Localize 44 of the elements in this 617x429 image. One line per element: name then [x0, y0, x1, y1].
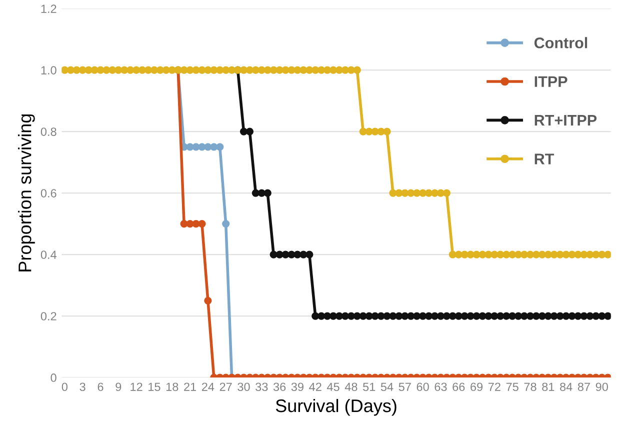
x-tick-label: 33 [256, 382, 268, 392]
x-tick-label: 66 [452, 382, 465, 392]
x-tick-label: 0 [62, 382, 68, 392]
x-tick-label: 39 [291, 382, 304, 392]
x-tick-label: 57 [398, 382, 411, 392]
x-tick-label: 69 [470, 382, 483, 392]
legend-label: RT [534, 154, 554, 164]
y-tick-label: 1.0 [41, 66, 56, 74]
x-tick-label: 12 [130, 382, 142, 391]
x-tick-label: 63 [434, 382, 447, 392]
x-tick-label: 36 [273, 382, 286, 392]
legend-label: ITPP [534, 76, 568, 87]
x-tick-label: 24 [202, 382, 214, 391]
x-tick-label: 27 [220, 382, 232, 391]
x-tick-label: 84 [560, 382, 572, 392]
x-axis-title: Survival (Days) [276, 398, 396, 416]
y-tick-label: 0.6 [40, 189, 56, 198]
y-tick-label: 0.4 [40, 250, 56, 259]
y-tick-label: 0 [50, 374, 56, 382]
x-tick-label: 78 [524, 382, 536, 392]
x-tick-label: 48 [344, 382, 358, 392]
legend-label: Control [534, 37, 588, 48]
x-tick-label: 6 [98, 382, 104, 392]
x-tick-label: 30 [238, 382, 250, 392]
y-tick-label: 0.8 [40, 128, 56, 136]
x-tick-label: 3 [80, 382, 86, 392]
x-tick-label: 90 [596, 382, 608, 392]
x-tick-label: 15 [148, 382, 160, 392]
x-tick-label: 45 [326, 382, 340, 392]
x-tick-label: 81 [542, 382, 554, 392]
x-tick-label: 18 [166, 382, 178, 392]
x-tick-label: 42 [309, 382, 322, 391]
x-tick-label: 21 [184, 382, 196, 391]
x-tick-label: 9 [116, 382, 122, 392]
legend-label: RT+ITPP [534, 115, 597, 126]
x-tick-label: 75 [506, 382, 518, 392]
y-tick-label: 0.2 [40, 312, 56, 320]
x-tick-label: 51 [363, 382, 376, 392]
y-tick-label: 1.2 [41, 4, 56, 13]
y-axis-title: Proportion surviving [18, 114, 35, 272]
x-tick-label: 54 [380, 382, 394, 392]
x-tick-label: 72 [488, 382, 500, 391]
x-tick-label: 87 [578, 382, 590, 392]
x-tick-label: 60 [416, 382, 429, 392]
